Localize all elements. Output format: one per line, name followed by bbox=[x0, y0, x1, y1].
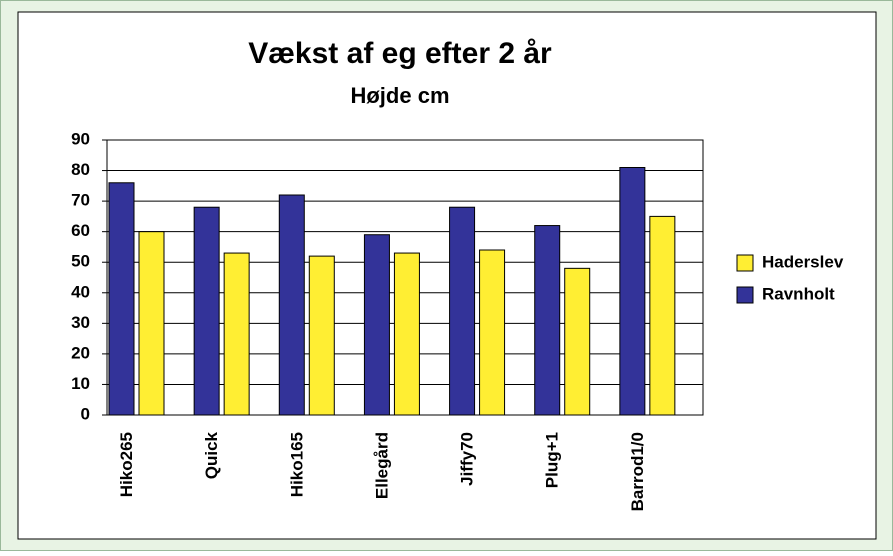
legend-label: Haderslev bbox=[762, 252, 844, 271]
bar bbox=[308, 255, 335, 416]
y-tick-label: 70 bbox=[71, 191, 90, 210]
x-tick-label: Ellegård bbox=[372, 432, 391, 499]
bar bbox=[534, 225, 561, 416]
bar bbox=[619, 167, 646, 416]
legend-label: Ravnholt bbox=[762, 284, 835, 303]
bar bbox=[108, 182, 135, 416]
y-tick-label: 40 bbox=[71, 282, 90, 301]
y-tick-label: 50 bbox=[71, 252, 90, 271]
x-tick-label: Jiffy70 bbox=[458, 432, 477, 486]
chart-subtitle: Højde cm bbox=[350, 83, 449, 108]
y-tick-label: 80 bbox=[71, 160, 90, 179]
y-tick-label: 30 bbox=[71, 313, 90, 332]
x-tick-label: Barrod1/0 bbox=[628, 432, 647, 511]
bar bbox=[479, 249, 506, 416]
y-tick-label: 10 bbox=[71, 374, 90, 393]
bar bbox=[393, 252, 420, 416]
y-tick-label: 20 bbox=[71, 343, 90, 362]
x-tick-label: Quick bbox=[202, 431, 221, 479]
bar bbox=[193, 206, 220, 416]
x-tick-label: Hiko265 bbox=[117, 432, 136, 497]
bar bbox=[223, 252, 250, 416]
chart-title: Vækst af eg efter 2 år bbox=[248, 37, 552, 70]
x-tick-label: Hiko165 bbox=[287, 432, 306, 497]
bar bbox=[449, 206, 476, 416]
bar bbox=[138, 231, 165, 416]
bar bbox=[363, 234, 390, 416]
y-tick-label: 0 bbox=[81, 404, 90, 423]
y-tick-label: 90 bbox=[71, 129, 90, 148]
legend-swatch bbox=[736, 286, 754, 304]
bar bbox=[564, 267, 591, 416]
y-tick-label: 60 bbox=[71, 221, 90, 240]
bar bbox=[649, 215, 676, 416]
legend-swatch bbox=[736, 254, 754, 272]
bar bbox=[278, 194, 305, 416]
x-tick-label: Plug+1 bbox=[543, 432, 562, 488]
